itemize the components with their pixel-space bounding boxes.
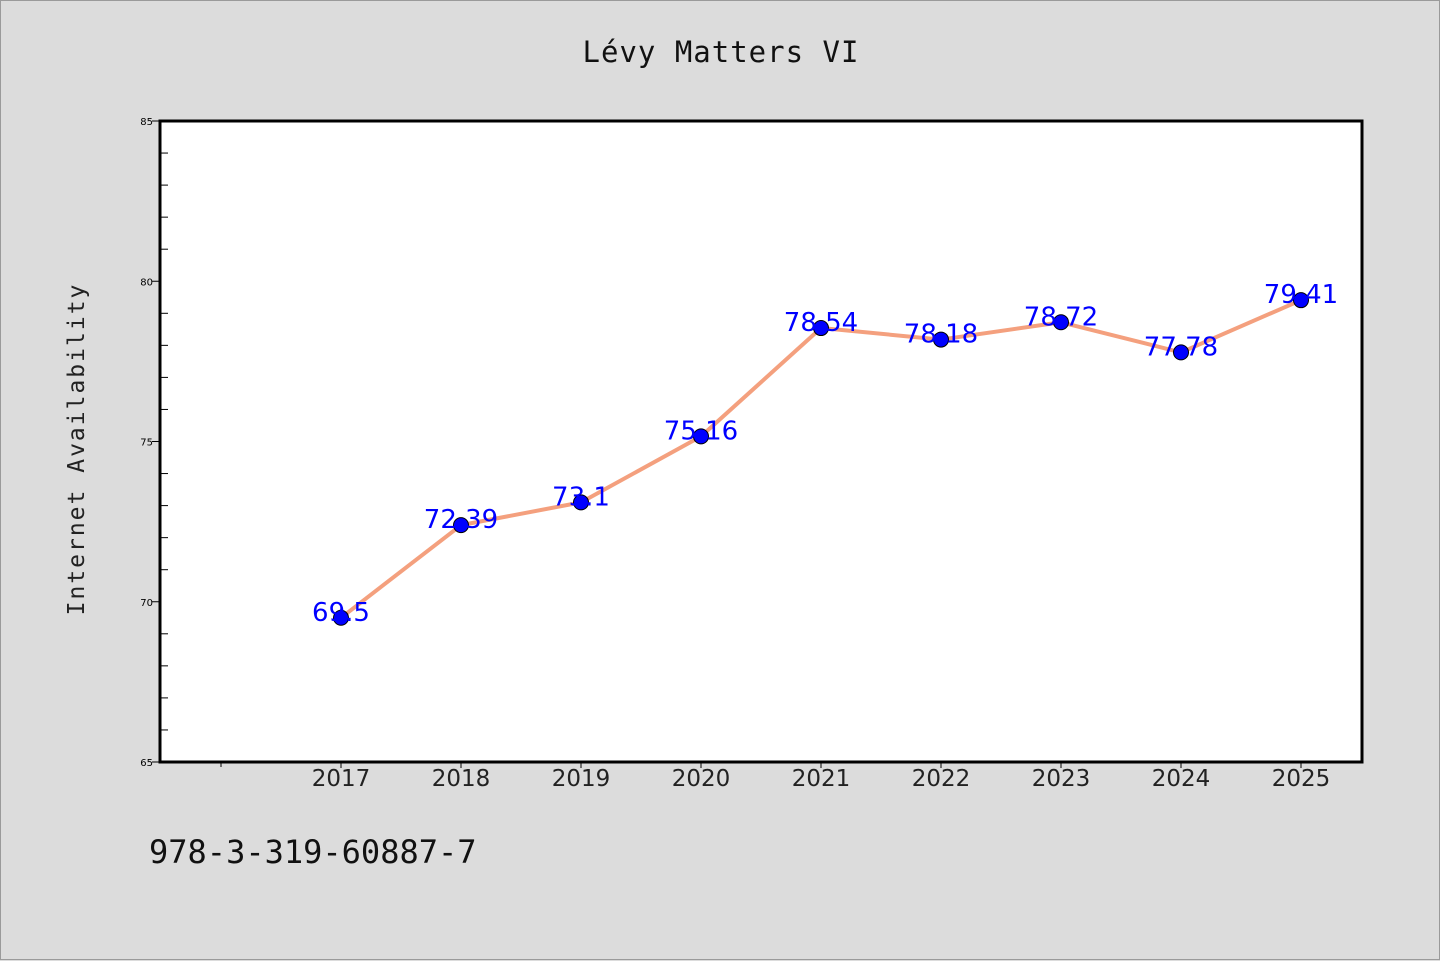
footer-isbn: 978-3-319-60887-7 <box>149 833 477 871</box>
x-tick-label: 2020 <box>672 766 731 792</box>
y-tick-label: 65 <box>140 758 153 769</box>
x-tick-label: 2017 <box>312 766 371 792</box>
data-point <box>933 331 949 348</box>
data-point <box>333 609 349 626</box>
data-point <box>1173 344 1189 361</box>
x-tick-label: 2018 <box>432 766 491 792</box>
x-tick-label: 2019 <box>552 766 611 792</box>
data-point <box>813 320 829 337</box>
x-tick-label: 2023 <box>1032 766 1091 792</box>
x-tick-label: 2025 <box>1272 766 1331 792</box>
data-label: 79.41 <box>1264 280 1338 310</box>
data-point <box>573 494 589 511</box>
plot-area <box>160 121 1362 762</box>
data-label: 78.18 <box>904 320 978 350</box>
data-point <box>1053 314 1069 331</box>
data-point <box>1293 292 1309 309</box>
series-group: 69.5 72.39 73.1 75.16 78.54 78.18 78.72 77.78 79… <box>312 280 1338 628</box>
x-tick-label: 2024 <box>1152 766 1211 792</box>
y-tick-label: 85 <box>140 117 153 128</box>
chart-title: Lévy Matters VI <box>582 35 860 69</box>
data-label: 78.72 <box>1024 302 1098 332</box>
y-tick-label: 70 <box>140 598 153 609</box>
data-label: 69.5 <box>312 598 370 628</box>
data-label: 75.16 <box>664 416 738 446</box>
data-label: 77.78 <box>1144 332 1218 362</box>
data-label: 78.54 <box>784 308 858 338</box>
data-label: 73.1 <box>552 482 610 512</box>
x-tick-label: 2022 <box>912 766 971 792</box>
y-tick-label: 80 <box>140 277 153 288</box>
x-tick-label: 2021 <box>792 766 851 792</box>
y-tick-label: 75 <box>140 438 153 449</box>
data-label: 72.39 <box>424 505 498 535</box>
x-axis-ticks: 2017 2018 2019 2020 2021 2022 2023 2024 2025 <box>220 762 1331 792</box>
plot-frame <box>158 119 1364 764</box>
data-point <box>693 428 709 445</box>
data-point <box>453 517 469 534</box>
